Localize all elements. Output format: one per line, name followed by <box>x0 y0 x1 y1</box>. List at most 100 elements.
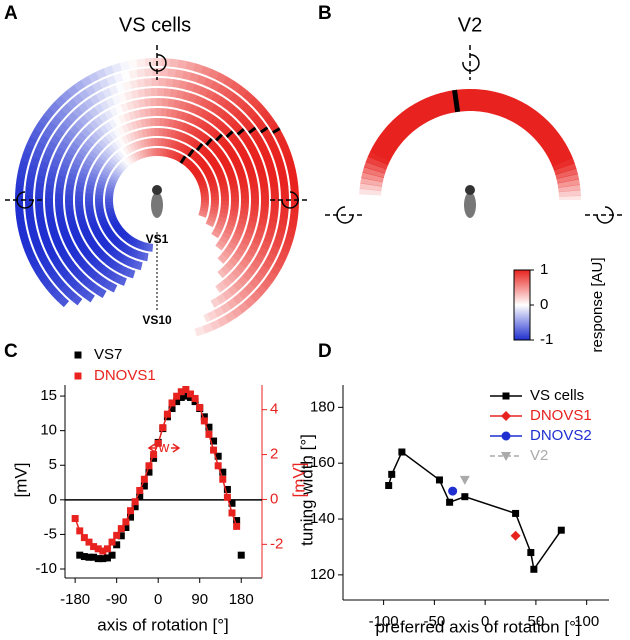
ring-segment <box>44 243 55 254</box>
ring-tick <box>215 133 223 142</box>
marker <box>99 555 107 563</box>
ring-segment <box>67 262 78 273</box>
ring-segment <box>92 164 102 172</box>
ring-segment <box>229 80 242 93</box>
ring-segment <box>267 140 279 152</box>
ring-segment <box>90 283 102 295</box>
ring-segment <box>194 173 204 180</box>
ring-segment <box>51 289 64 302</box>
ring-segment <box>117 125 126 136</box>
ring-segment <box>209 209 218 216</box>
ring-segment <box>98 112 109 123</box>
ring-segment <box>216 96 228 108</box>
ring-segment <box>209 115 220 126</box>
ring-segment <box>113 224 122 232</box>
ring-segment <box>192 83 203 95</box>
ring-tick <box>272 127 281 134</box>
ring-segment <box>274 231 285 242</box>
ring-segment <box>267 171 278 181</box>
ring-segment <box>53 240 65 251</box>
ring-segment <box>91 259 102 269</box>
ring-segment <box>81 247 91 257</box>
ring-segment <box>15 209 25 220</box>
ring-segment <box>251 153 262 164</box>
series-line <box>74 388 238 552</box>
ring-segment <box>236 85 249 98</box>
ring-segment <box>89 242 100 252</box>
ring-segment <box>59 163 70 172</box>
ring-segment <box>248 277 261 289</box>
ring-segment <box>109 106 119 117</box>
ring-segment <box>103 121 114 132</box>
ring-segment <box>47 171 57 180</box>
ring-segment <box>116 164 125 173</box>
ring-segment <box>104 229 114 237</box>
ring-segment <box>230 155 241 165</box>
ring-segment <box>216 151 227 161</box>
ring-segment <box>66 178 76 186</box>
arc-segment <box>535 125 556 144</box>
ring-segment <box>182 157 190 166</box>
y-tick-label: 5 <box>49 456 57 473</box>
marker <box>223 493 231 501</box>
ring-segment <box>68 247 80 258</box>
ring-segment <box>118 114 127 124</box>
ring-segment <box>86 212 96 219</box>
marker <box>131 503 139 511</box>
ring-segment <box>259 179 269 188</box>
ring-segment <box>222 76 235 88</box>
ring-segment <box>246 264 258 276</box>
ring-segment <box>265 227 276 238</box>
ring-segment <box>229 210 239 218</box>
ring-segment <box>210 189 219 195</box>
ring-segment <box>259 108 272 121</box>
marker <box>177 388 185 396</box>
ring-segment <box>111 94 122 105</box>
ring-segment <box>60 103 73 116</box>
ring-segment <box>85 184 95 191</box>
ring-segment <box>65 204 74 212</box>
ring-segment <box>168 118 175 128</box>
ring-segment <box>59 283 72 296</box>
ring-segment <box>165 78 174 88</box>
ring-segment <box>218 137 229 148</box>
ring-segment <box>96 211 106 217</box>
ring-segment <box>99 220 109 228</box>
ring-segment <box>243 296 256 309</box>
ring-segment <box>102 279 113 290</box>
y-tick-label: 180 <box>310 398 335 415</box>
ring-segment <box>254 102 267 115</box>
marker <box>501 431 511 441</box>
ring-segment <box>70 162 81 171</box>
arc-segment <box>434 92 447 116</box>
ring-segment <box>146 243 151 252</box>
arc-segment <box>502 96 517 120</box>
ring-segment <box>134 239 141 249</box>
arc-segment <box>543 138 566 155</box>
ring-segment <box>199 97 210 109</box>
ring-segment <box>216 239 227 249</box>
ring-segment <box>50 114 63 127</box>
arc-segment <box>419 98 435 121</box>
ring-segment <box>120 255 129 265</box>
ring-segment <box>210 160 220 169</box>
ring-segment <box>78 171 88 180</box>
ring-segment <box>194 106 205 117</box>
ring-segment <box>72 234 83 243</box>
ring-segment <box>81 162 92 171</box>
ring-segment <box>218 122 229 134</box>
ring-segment <box>125 133 133 143</box>
ring-segment <box>177 131 185 141</box>
ring-segment <box>206 174 216 182</box>
marker <box>103 554 111 562</box>
ring-segment <box>242 252 254 264</box>
ring-segment <box>216 219 226 227</box>
arc-segment <box>522 110 541 132</box>
ring-segment <box>235 247 246 257</box>
ring-segment <box>185 81 196 92</box>
ring-segment <box>176 142 184 152</box>
ring-segment <box>65 288 77 301</box>
arc-segment <box>529 117 549 138</box>
ring-segment <box>185 61 197 72</box>
arc-segment <box>367 151 391 166</box>
